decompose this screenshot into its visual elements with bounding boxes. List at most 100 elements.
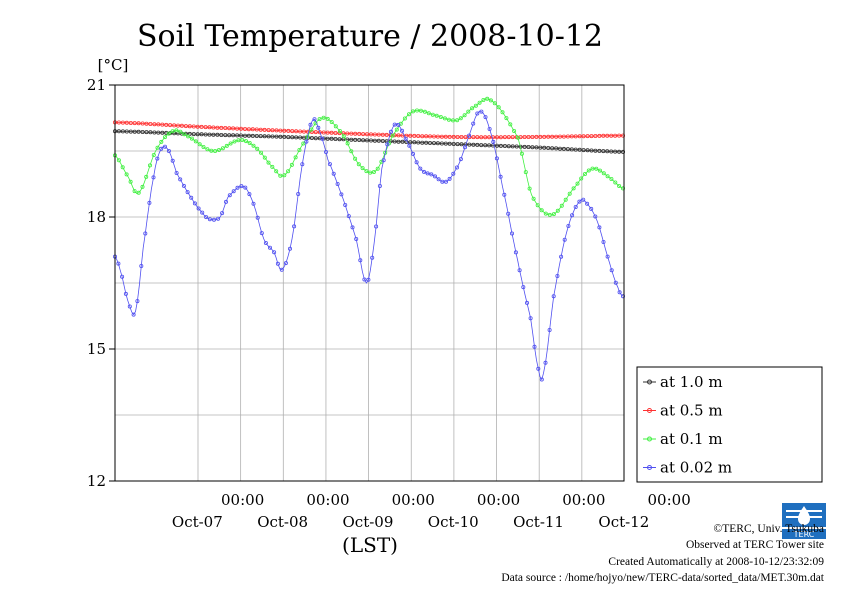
data-point	[144, 174, 149, 179]
data-point	[136, 129, 141, 134]
grid	[115, 85, 624, 481]
chart-title: Soil Temperature / 2008-10-12	[137, 19, 603, 54]
data-point	[278, 134, 283, 139]
data-point	[466, 109, 471, 114]
data-point	[396, 122, 401, 127]
footer-source: Data source : /home/hojyo/new/TERC-data/…	[501, 572, 824, 584]
data-point	[195, 132, 200, 137]
data-point	[439, 134, 444, 139]
data-point	[364, 138, 369, 143]
data-point	[132, 129, 137, 134]
data-point	[443, 134, 448, 139]
data-point	[597, 148, 602, 153]
data-point	[235, 126, 240, 131]
data-point	[459, 142, 464, 147]
data-point	[259, 231, 264, 236]
data-point	[160, 130, 165, 135]
data-point	[593, 148, 598, 153]
data-point	[374, 224, 379, 229]
data-point	[483, 143, 488, 148]
data-point	[506, 144, 511, 149]
data-point	[519, 151, 524, 156]
data-point	[435, 134, 440, 139]
data-point	[159, 146, 164, 151]
data-point	[534, 145, 539, 150]
x-tick-time: 00:00	[306, 491, 349, 509]
data-point	[372, 138, 377, 143]
legend-entry: at 0.02 m	[643, 459, 732, 477]
data-point	[475, 135, 480, 140]
data-point	[320, 136, 325, 141]
data-point	[274, 134, 279, 139]
data-point	[590, 166, 595, 171]
data-point	[487, 127, 492, 132]
data-point	[479, 109, 484, 114]
data-point	[325, 136, 330, 141]
data-point	[422, 109, 427, 114]
data-point	[451, 171, 456, 176]
legend-marker	[647, 436, 652, 442]
y-tick-label: 18	[87, 208, 106, 226]
data-point	[517, 268, 522, 273]
data-point	[136, 121, 141, 126]
data-point	[247, 192, 252, 197]
data-point	[467, 133, 472, 138]
data-point	[120, 165, 125, 170]
data-point	[191, 124, 196, 129]
data-point	[346, 214, 351, 219]
data-point	[151, 152, 156, 157]
data-point	[289, 162, 294, 167]
data-point	[412, 140, 417, 145]
data-point	[530, 134, 535, 139]
data-point	[219, 132, 224, 137]
data-point	[275, 261, 280, 266]
data-point	[200, 210, 205, 215]
series-line	[114, 110, 624, 381]
x-tick-time: 00:00	[648, 491, 691, 509]
data-point	[313, 130, 318, 135]
data-point	[447, 134, 452, 139]
data-point	[128, 121, 133, 126]
data-point	[339, 192, 344, 197]
data-point	[392, 139, 397, 144]
y-axis-unit: [°C]	[98, 56, 129, 74]
svg-text:TERC: TERC	[793, 530, 815, 539]
data-point	[223, 133, 228, 138]
legend-label: at 0.1 m	[660, 430, 723, 448]
data-point	[263, 240, 268, 245]
data-point	[546, 145, 551, 150]
data-point	[427, 134, 432, 139]
data-point	[278, 173, 283, 178]
data-point	[331, 171, 336, 176]
data-point	[410, 151, 415, 156]
data-point	[426, 111, 431, 116]
data-point	[377, 183, 382, 188]
data-point	[513, 250, 518, 255]
data-point	[420, 134, 425, 139]
data-point	[287, 246, 292, 251]
data-point	[561, 134, 566, 139]
data-point	[366, 277, 371, 282]
data-point	[166, 131, 171, 136]
data-point	[388, 129, 393, 134]
data-point	[282, 128, 287, 133]
data-point	[539, 377, 544, 382]
data-point	[246, 133, 251, 138]
data-point	[371, 169, 376, 174]
data-point	[598, 168, 603, 173]
data-point	[435, 141, 440, 146]
data-point	[238, 133, 243, 138]
data-point	[329, 120, 334, 125]
data-point	[535, 203, 540, 208]
data-point	[250, 127, 255, 132]
data-point	[343, 202, 348, 207]
data-point	[309, 127, 314, 132]
data-point	[601, 133, 606, 138]
data-point	[292, 224, 297, 229]
data-point	[526, 144, 531, 149]
data-point	[272, 250, 277, 255]
data-point	[308, 122, 313, 127]
data-point	[296, 191, 301, 196]
data-point	[609, 268, 614, 273]
data-point	[333, 124, 338, 129]
